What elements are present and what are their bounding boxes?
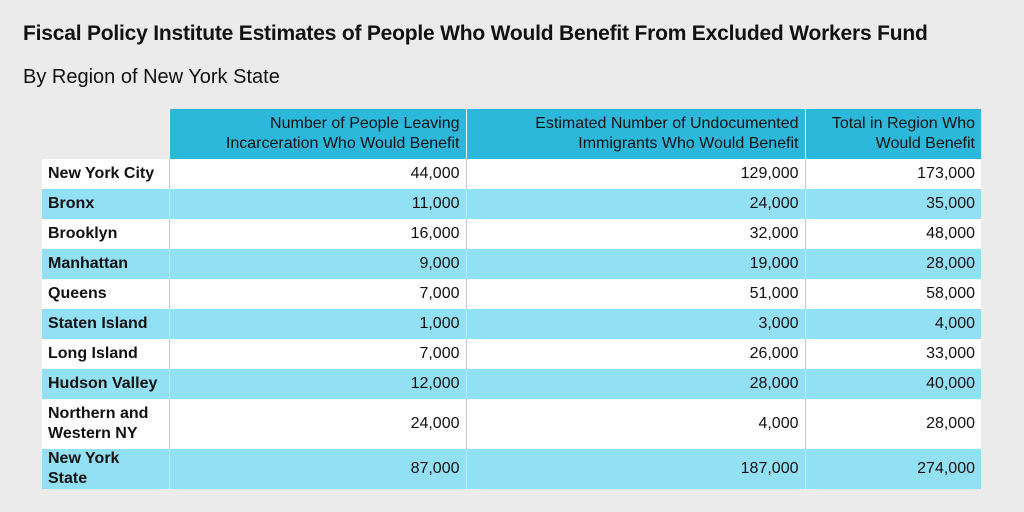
header-total: Total in Region Who Would Benefit [804, 109, 981, 159]
incarceration-cell: 7,000 [168, 279, 466, 309]
undocumented-cell: 32,000 [465, 219, 805, 249]
incarceration-cell: 24,000 [168, 399, 466, 449]
incarceration-cell: 9,000 [168, 249, 466, 279]
region-cell: New York State [42, 449, 169, 489]
undocumented-cell: 3,000 [465, 309, 805, 339]
undocumented-cell: 19,000 [465, 249, 805, 279]
total-cell: 48,000 [804, 219, 981, 249]
region-cell: Long Island [42, 339, 169, 369]
incarceration-cell: 12,000 [168, 369, 466, 399]
table-row: Brooklyn 16,000 32,000 48,000 [42, 219, 981, 249]
undocumented-cell: 4,000 [465, 399, 805, 449]
total-cell: 4,000 [804, 309, 981, 339]
table-row: Northern and Western NY 24,000 4,000 28,… [42, 399, 981, 449]
total-cell: 33,000 [804, 339, 981, 369]
undocumented-cell: 28,000 [465, 369, 805, 399]
total-cell: 274,000 [804, 449, 981, 489]
region-cell: Manhattan [42, 249, 169, 279]
header-row: Number of People Leaving Incarceration W… [42, 109, 981, 159]
region-cell: New York City [42, 159, 169, 189]
total-cell: 35,000 [804, 189, 981, 219]
undocumented-cell: 187,000 [465, 449, 805, 489]
table-row-total: New York State 87,000 187,000 274,000 [42, 449, 981, 489]
data-table: Number of People Leaving Incarceration W… [42, 109, 981, 489]
incarceration-cell: 7,000 [168, 339, 466, 369]
total-cell: 28,000 [804, 399, 981, 449]
undocumented-cell: 24,000 [465, 189, 805, 219]
total-cell: 28,000 [804, 249, 981, 279]
undocumented-cell: 129,000 [465, 159, 805, 189]
incarceration-cell: 1,000 [168, 309, 466, 339]
chart-subtitle: By Region of New York State [23, 66, 280, 88]
region-cell: Bronx [42, 189, 169, 219]
header-region [42, 109, 169, 159]
table-row: Hudson Valley 12,000 28,000 40,000 [42, 369, 981, 399]
table-row: Bronx 11,000 24,000 35,000 [42, 189, 981, 219]
table-row: Manhattan 9,000 19,000 28,000 [42, 249, 981, 279]
incarceration-cell: 16,000 [168, 219, 466, 249]
incarceration-cell: 44,000 [168, 159, 466, 189]
table-row: Queens 7,000 51,000 58,000 [42, 279, 981, 309]
region-cell: Queens [42, 279, 169, 309]
region-cell: Hudson Valley [42, 369, 169, 399]
table-row: New York City 44,000 129,000 173,000 [42, 159, 981, 189]
undocumented-cell: 51,000 [465, 279, 805, 309]
chart-title: Fiscal Policy Institute Estimates of Peo… [23, 22, 928, 45]
header-undocumented: Estimated Number of Undocumented Immigra… [465, 109, 805, 159]
total-cell: 173,000 [804, 159, 981, 189]
incarceration-cell: 11,000 [168, 189, 466, 219]
table-row: Staten Island 1,000 3,000 4,000 [42, 309, 981, 339]
region-cell: Staten Island [42, 309, 169, 339]
region-cell: Brooklyn [42, 219, 169, 249]
total-cell: 58,000 [804, 279, 981, 309]
header-incarceration: Number of People Leaving Incarceration W… [168, 109, 466, 159]
total-cell: 40,000 [804, 369, 981, 399]
table-row: Long Island 7,000 26,000 33,000 [42, 339, 981, 369]
undocumented-cell: 26,000 [465, 339, 805, 369]
region-cell: Northern and Western NY [42, 399, 169, 449]
incarceration-cell: 87,000 [168, 449, 466, 489]
